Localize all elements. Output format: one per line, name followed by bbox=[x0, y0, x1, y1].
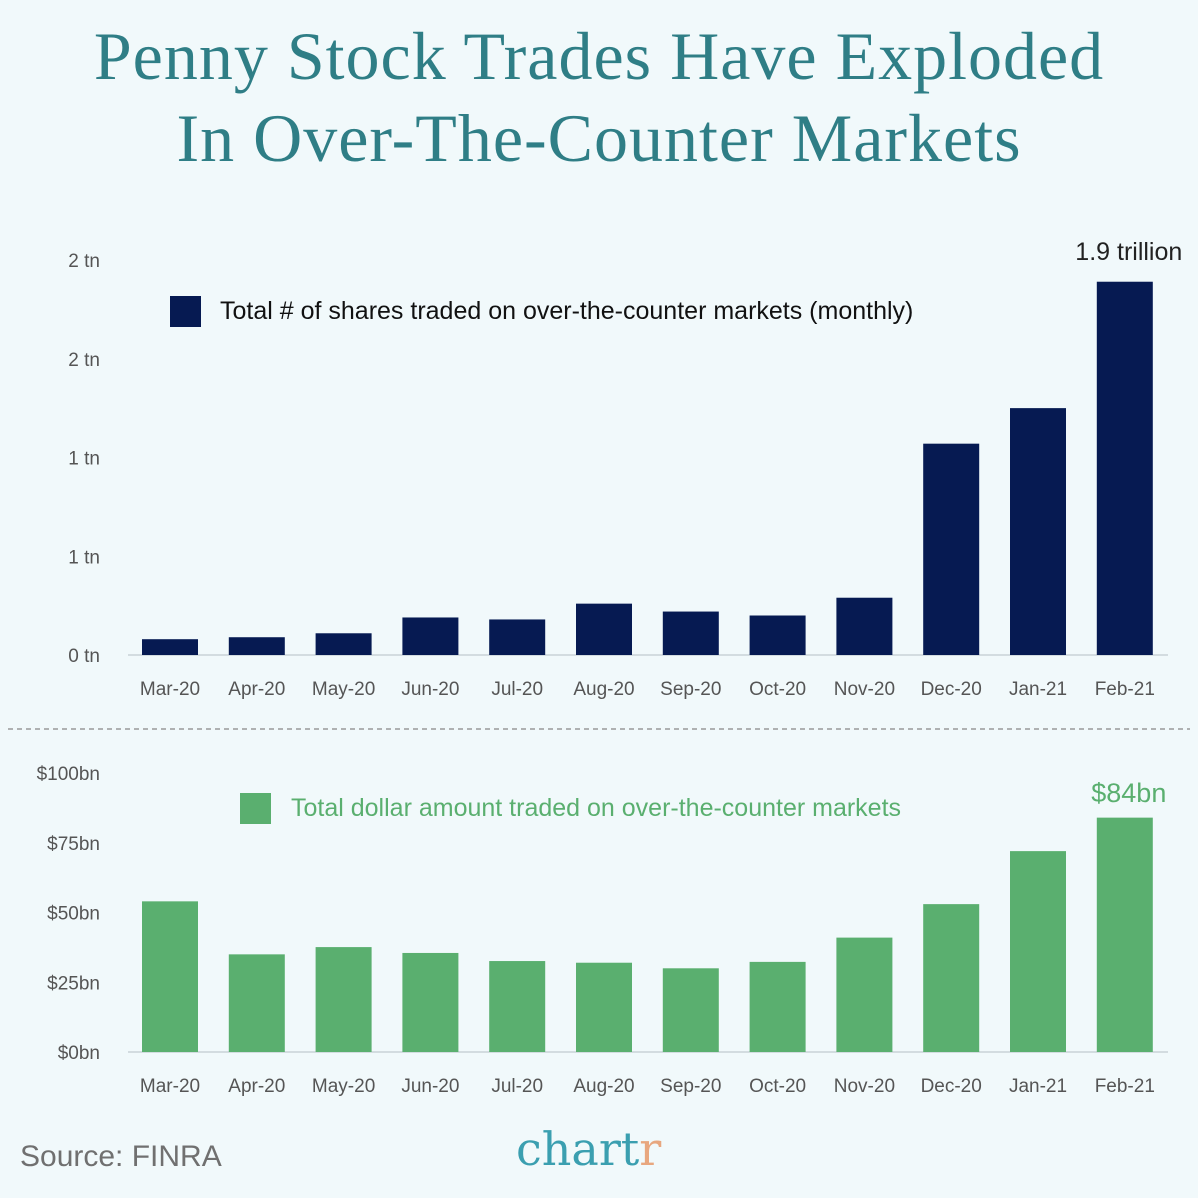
y-tick-label: 2 tn bbox=[68, 251, 100, 272]
x-tick-label: Nov-20 bbox=[834, 1076, 895, 1097]
bar-aug-20 bbox=[576, 962, 632, 1052]
x-tick-label: Jan-21 bbox=[1009, 1076, 1067, 1097]
x-tick-label: May-20 bbox=[312, 1076, 375, 1097]
x-tick-label: Jun-20 bbox=[401, 1076, 459, 1097]
bar-jun-20 bbox=[402, 617, 459, 655]
data-label-annotation: $84bn bbox=[1091, 778, 1166, 808]
y-tick-label: $25bn bbox=[47, 973, 100, 994]
chartr-logo: chartr bbox=[516, 1122, 661, 1176]
bar-apr-20 bbox=[228, 954, 285, 1052]
y-tick-label: $0bn bbox=[58, 1043, 100, 1064]
bar-may-20 bbox=[315, 947, 372, 1052]
bar-jan-21 bbox=[1010, 851, 1066, 1052]
x-tick-label: Sep-20 bbox=[660, 1076, 721, 1097]
bar-feb-21 bbox=[1096, 281, 1153, 655]
chart-title-line-2: In Over-The-Counter Markets bbox=[176, 100, 1022, 176]
x-tick-label: Dec-20 bbox=[921, 1076, 982, 1097]
y-tick-label: 1 tn bbox=[68, 449, 100, 470]
x-tick-label: Oct-20 bbox=[749, 1076, 806, 1097]
bar-aug-20 bbox=[576, 603, 632, 655]
x-tick-label: Mar-20 bbox=[140, 1076, 200, 1097]
x-tick-label: Jul-20 bbox=[491, 1076, 543, 1097]
bar-oct-20 bbox=[749, 961, 806, 1052]
x-tick-label: Jun-20 bbox=[401, 679, 459, 700]
x-tick-label: Dec-20 bbox=[921, 679, 982, 700]
chart-title-line-1: Penny Stock Trades Have Exploded bbox=[93, 18, 1105, 94]
x-tick-label: Apr-20 bbox=[228, 1076, 285, 1097]
bar-dec-20 bbox=[923, 904, 980, 1052]
bar-jun-20 bbox=[402, 952, 459, 1052]
legend-label: Total dollar amount traded on over-the-c… bbox=[291, 794, 901, 822]
legend-swatch bbox=[240, 793, 271, 824]
bar-mar-20 bbox=[142, 639, 198, 655]
source-note: Source: FINRA bbox=[20, 1140, 222, 1173]
x-tick-label: Sep-20 bbox=[660, 679, 721, 700]
data-label-annotation: 1.9 trillion bbox=[1075, 238, 1182, 266]
y-tick-label: 2 tn bbox=[68, 350, 100, 371]
x-tick-label: Jul-20 bbox=[491, 679, 543, 700]
x-tick-label: Feb-21 bbox=[1095, 1076, 1155, 1097]
x-tick-label: Aug-20 bbox=[573, 1076, 634, 1097]
x-tick-label: Apr-20 bbox=[228, 679, 285, 700]
bar-jul-20 bbox=[489, 619, 546, 655]
x-tick-label: Jan-21 bbox=[1009, 679, 1067, 700]
x-tick-label: Nov-20 bbox=[834, 679, 895, 700]
bar-apr-20 bbox=[228, 637, 285, 655]
y-tick-label: $75bn bbox=[47, 834, 100, 855]
x-tick-label: Mar-20 bbox=[140, 679, 200, 700]
x-tick-label: May-20 bbox=[312, 679, 375, 700]
bar-may-20 bbox=[315, 633, 372, 655]
bar-oct-20 bbox=[749, 615, 806, 655]
y-tick-label: 1 tn bbox=[68, 547, 100, 568]
bar-mar-20 bbox=[142, 901, 198, 1052]
x-tick-label: Aug-20 bbox=[573, 679, 634, 700]
bar-nov-20 bbox=[836, 937, 893, 1052]
bar-nov-20 bbox=[836, 597, 893, 655]
y-tick-label: $100bn bbox=[37, 764, 100, 785]
bar-sep-20 bbox=[662, 611, 719, 655]
bar-feb-21 bbox=[1096, 817, 1153, 1052]
bar-dec-20 bbox=[923, 443, 980, 655]
y-tick-label: $50bn bbox=[47, 904, 100, 925]
legend-label: Total # of shares traded on over-the-cou… bbox=[220, 297, 913, 325]
x-tick-label: Oct-20 bbox=[749, 679, 806, 700]
logo-accent: r bbox=[639, 1122, 662, 1176]
logo-main: chart bbox=[516, 1122, 640, 1176]
y-tick-label: 0 tn bbox=[68, 646, 100, 667]
legend-swatch bbox=[170, 296, 201, 327]
x-tick-label: Feb-21 bbox=[1095, 679, 1155, 700]
bar-jan-21 bbox=[1010, 408, 1066, 655]
bar-jul-20 bbox=[489, 961, 546, 1052]
bar-sep-20 bbox=[662, 968, 719, 1052]
